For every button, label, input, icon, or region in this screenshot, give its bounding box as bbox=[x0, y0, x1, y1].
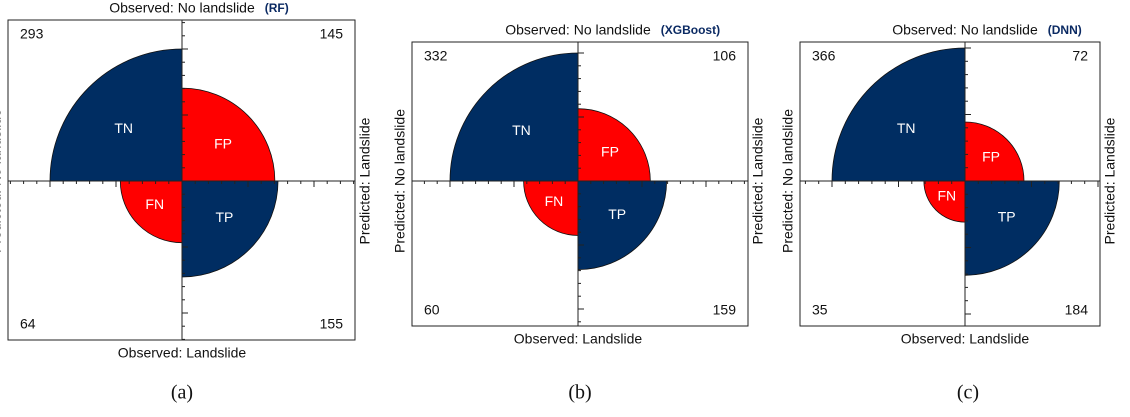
quadrant bbox=[181, 87, 276, 182]
quadrant bbox=[964, 121, 1025, 182]
quadrant-label: TP bbox=[608, 206, 626, 222]
corner-count: 60 bbox=[424, 302, 440, 318]
quadrant bbox=[49, 48, 183, 182]
quadrant bbox=[577, 108, 651, 182]
quadrant bbox=[577, 180, 667, 270]
panel-title: (DNN) bbox=[1048, 23, 1082, 37]
caption: (a) bbox=[171, 382, 193, 404]
quadrant-label: FP bbox=[982, 149, 1000, 165]
bottom-label: Observed: Landslide bbox=[514, 331, 643, 347]
corner-count: 35 bbox=[812, 302, 828, 318]
left-label: Predicted: No landslide bbox=[780, 109, 796, 253]
quadrant-label: TN bbox=[897, 120, 916, 136]
quadrant bbox=[923, 180, 966, 223]
top-label: Observed: No landslide bbox=[505, 22, 651, 38]
quadrant-label: FP bbox=[601, 143, 619, 159]
corner-count: 293 bbox=[20, 26, 44, 42]
quadrant bbox=[523, 180, 579, 236]
quadrant bbox=[964, 180, 1060, 276]
corner-count: 145 bbox=[320, 26, 344, 42]
caption: (b) bbox=[568, 382, 591, 404]
quadrant-label: TN bbox=[114, 120, 133, 136]
quadrant bbox=[181, 180, 279, 278]
quadrant-label: FN bbox=[145, 196, 164, 212]
corner-count: 366 bbox=[812, 48, 836, 64]
right-label: Predicted: Landslide bbox=[357, 117, 373, 244]
corner-count: 64 bbox=[20, 316, 36, 332]
corner-count: 72 bbox=[1072, 48, 1088, 64]
quadrant bbox=[119, 180, 183, 244]
quadrant-label: TP bbox=[998, 208, 1016, 224]
bottom-label: Observed: Landslide bbox=[901, 331, 1030, 347]
plot-frame bbox=[411, 41, 749, 327]
quadrant-label: TP bbox=[215, 209, 233, 225]
panel-title: (RF) bbox=[265, 1, 289, 15]
corner-count: 184 bbox=[1065, 302, 1089, 318]
corner-count: 332 bbox=[424, 48, 448, 64]
top-label: Observed: No landslide bbox=[109, 0, 255, 16]
corner-count: 155 bbox=[320, 316, 344, 332]
quadrant-label: TN bbox=[512, 122, 531, 138]
right-label: Predicted: Landslide bbox=[750, 117, 766, 244]
corner-count: 159 bbox=[713, 302, 737, 318]
quadrant-label: FN bbox=[545, 193, 564, 209]
right-label: Predicted: Landslide bbox=[1102, 117, 1118, 244]
panel-title: (XGBoost) bbox=[661, 23, 720, 37]
top-label: Observed: No landslide bbox=[892, 22, 1038, 38]
quadrant bbox=[831, 47, 966, 182]
left-label: Predicted: No landslide bbox=[0, 109, 4, 253]
plot-frame bbox=[799, 41, 1101, 327]
bottom-label: Observed: Landslide bbox=[118, 345, 247, 361]
left-label: Predicted: No landslide bbox=[392, 109, 408, 253]
quadrant-label: FN bbox=[937, 188, 956, 204]
quadrant-label: FP bbox=[214, 135, 232, 151]
caption: (c) bbox=[957, 382, 979, 404]
corner-count: 106 bbox=[713, 48, 737, 64]
quadrant bbox=[449, 52, 579, 182]
